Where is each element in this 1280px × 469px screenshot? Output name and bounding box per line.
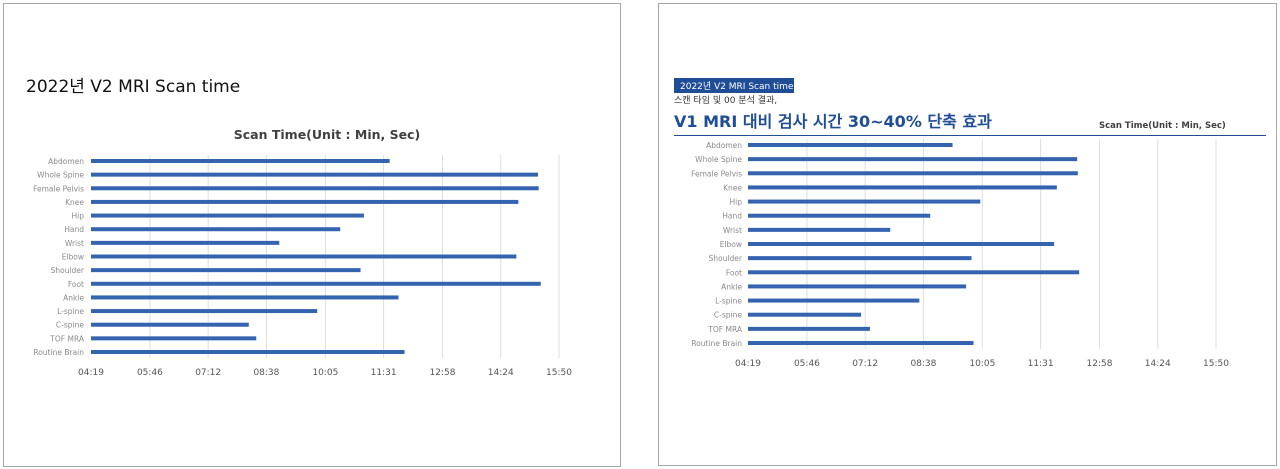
x-tick-label: 07:12 xyxy=(852,359,878,369)
category-label: L-spine xyxy=(57,307,84,316)
bar xyxy=(91,322,249,327)
category-label: TOF MRA xyxy=(49,334,85,343)
x-tick-label: 14:24 xyxy=(1145,359,1171,369)
bar xyxy=(748,242,1055,246)
x-tick-label: 10:05 xyxy=(312,368,338,378)
bar xyxy=(91,309,318,314)
category-label: Whole Spine xyxy=(695,155,742,164)
left-chart-title: Scan Time(Unit : Min, Sec) xyxy=(233,127,421,142)
x-tick-label: 12:58 xyxy=(1087,359,1113,369)
bar xyxy=(91,186,539,191)
category-label: L-spine xyxy=(715,297,742,306)
x-tick-label: 05:46 xyxy=(794,359,820,369)
scan-time-tag: 2022년 V2 MRI Scan time xyxy=(674,78,794,93)
bar xyxy=(91,336,257,341)
x-tick-label: 10:05 xyxy=(969,359,995,369)
category-label: C-spine xyxy=(714,311,742,320)
bar xyxy=(748,185,1057,190)
x-tick-label: 04:19 xyxy=(78,368,104,378)
bar xyxy=(748,326,870,331)
left-chart-panel: 2022년 V2 MRI Scan time Scan Time(Unit : … xyxy=(3,3,621,467)
bar xyxy=(91,172,539,177)
bar xyxy=(91,213,364,218)
bar xyxy=(91,240,280,245)
category-label: Ankle xyxy=(63,293,84,302)
x-tick-label: 11:31 xyxy=(1028,359,1054,369)
x-tick-label: 15:50 xyxy=(546,368,572,378)
right-chart-panel: 2022년 V2 MRI Scan time 스캔 타임 및 00 분석 결과,… xyxy=(658,3,1277,466)
category-label: Hand xyxy=(64,225,84,234)
bar xyxy=(91,227,341,232)
x-tick-label: 08:38 xyxy=(253,368,279,378)
left-panel-title: 2022년 V2 MRI Scan time xyxy=(26,77,241,97)
category-label: Whole Spine xyxy=(37,171,84,180)
x-tick-label: 07:12 xyxy=(195,368,221,378)
category-label: Knee xyxy=(65,198,84,207)
category-label: Abdomen xyxy=(706,141,742,150)
x-tick-label: 05:46 xyxy=(137,368,163,378)
bar xyxy=(91,159,390,163)
category-label: Ankle xyxy=(721,282,742,291)
bar xyxy=(748,143,953,147)
bar xyxy=(748,157,1078,162)
category-label: Female Pelvis xyxy=(691,169,742,178)
right-chart-title: Scan Time(Unit : Min, Sec) xyxy=(1099,121,1226,131)
bar xyxy=(91,281,541,286)
category-label: Routine Brain xyxy=(691,339,742,348)
bar xyxy=(748,213,931,218)
left-bar-chart: 04:19 05:46 07:12 08:38 10:05 11:31 12:58 14:24… xyxy=(33,155,572,378)
category-label: Knee xyxy=(723,183,742,192)
category-label: Hip xyxy=(730,198,743,207)
analysis-subline: 스캔 타임 및 00 분석 결과, xyxy=(674,96,778,106)
x-tick-label: 08:38 xyxy=(910,359,936,369)
category-label: Foot xyxy=(68,280,84,289)
x-tick-label: 12:58 xyxy=(430,368,456,378)
category-label: Abdomen xyxy=(48,157,84,166)
bar xyxy=(748,312,862,317)
bar xyxy=(748,227,891,232)
x-tick-label: 04:19 xyxy=(735,359,761,369)
x-tick-label: 14:24 xyxy=(488,368,514,378)
category-label: Shoulder xyxy=(709,254,743,263)
headline: V1 MRI 대비 검사 시간 30~40% 단축 효과 xyxy=(674,112,992,131)
bar xyxy=(748,341,974,345)
category-label: Routine Brain xyxy=(33,348,84,357)
category-label: Elbow xyxy=(62,253,84,262)
bar xyxy=(91,268,361,273)
bar xyxy=(91,295,399,300)
bar xyxy=(748,171,1078,176)
category-label: Female Pelvis xyxy=(33,184,84,193)
bar xyxy=(748,284,967,289)
x-tick-label: 11:31 xyxy=(371,368,397,378)
right-bar-chart: 04:19 05:46 07:12 08:38 10:05 11:31 12:58 14:24… xyxy=(691,139,1229,369)
category-label: Wrist xyxy=(723,226,742,235)
bar xyxy=(91,254,517,259)
category-label: Hand xyxy=(722,212,742,221)
bar xyxy=(748,256,972,261)
bar xyxy=(91,199,519,204)
bar xyxy=(91,350,405,354)
category-label: Foot xyxy=(726,268,742,277)
bar xyxy=(748,270,1080,275)
header-rule xyxy=(674,135,1266,136)
category-label: Shoulder xyxy=(51,266,85,275)
x-tick-label: 15:50 xyxy=(1203,359,1229,369)
category-label: Elbow xyxy=(720,240,742,249)
category-label: C-spine xyxy=(56,321,84,330)
bar xyxy=(748,199,981,204)
category-label: TOF MRA xyxy=(707,325,743,334)
category-label: Wrist xyxy=(65,239,84,248)
bar xyxy=(748,298,920,303)
category-label: Hip xyxy=(72,212,85,221)
